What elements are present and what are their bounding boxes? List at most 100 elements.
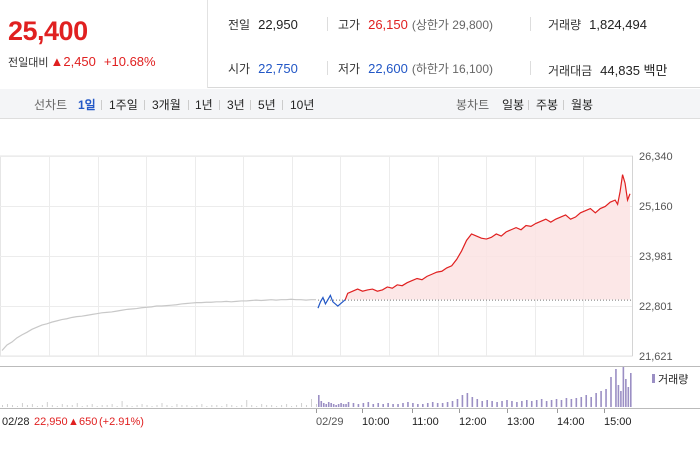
volume-bar xyxy=(322,403,325,407)
upper-limit: (상한가 29,800) xyxy=(411,18,494,32)
tab-1day[interactable]: 1일 xyxy=(78,98,96,112)
volume-bar xyxy=(101,405,103,407)
volume-bar xyxy=(96,406,98,407)
volume-bar xyxy=(266,405,268,407)
y-tick-label: 22,801 xyxy=(639,301,673,313)
volume-bar xyxy=(306,405,308,407)
prev-day-info: 02/28 22,950 ▲ 650 (+2.91%) xyxy=(2,416,144,428)
volume-bar xyxy=(226,404,228,407)
change-percent: +10.68% xyxy=(103,54,156,69)
volume-bar xyxy=(31,404,33,407)
volume-bar xyxy=(332,404,335,407)
chart-toolbar: 선차트 1일 1주일 3개월 1년 3년 5년 10년 봉차트 일봉 주봉 월봉 xyxy=(0,89,700,119)
volume-bar xyxy=(545,401,548,407)
volume-bar xyxy=(570,399,573,407)
volume-bar xyxy=(26,405,28,407)
divider xyxy=(327,61,328,75)
volume-bar xyxy=(330,403,332,407)
prev-close-value: 22,950 xyxy=(258,17,298,32)
tab-monthly-candle[interactable]: 월봉 xyxy=(571,98,594,112)
chart-grid xyxy=(0,155,700,409)
volume-bar xyxy=(417,404,419,407)
tab-5years[interactable]: 5년 xyxy=(258,98,276,112)
tab-daily-candle[interactable]: 일봉 xyxy=(502,98,525,112)
volume-bar xyxy=(221,406,223,407)
volume-bar xyxy=(281,405,283,407)
volume-bar xyxy=(46,402,48,407)
volume-bar xyxy=(181,405,183,407)
volume-legend: 거래량 xyxy=(652,373,688,386)
volume-bar xyxy=(347,402,350,407)
volume-bar xyxy=(407,402,409,407)
volume-bar xyxy=(16,406,18,407)
volume-bar xyxy=(402,403,404,407)
divider xyxy=(188,100,189,110)
x-tick-label: 11:00 xyxy=(412,416,439,428)
volume-bar xyxy=(81,406,83,407)
x-axis-labels: 02/29 10:00 11:00 12:00 13:00 14:00 15:00 xyxy=(316,409,632,428)
price-change: 전일대비 ▲2,450 +10.68% xyxy=(8,54,156,70)
volume-bar xyxy=(625,379,627,407)
volume-bar xyxy=(71,405,73,407)
volume-bar xyxy=(516,402,518,407)
volume-bar xyxy=(590,397,592,407)
open-value: 22,750 xyxy=(258,61,298,76)
volume-bar xyxy=(41,405,43,407)
volume-bar xyxy=(436,403,439,407)
high-price: 고가 26,150 (상한가 29,800) xyxy=(338,17,494,32)
volume-bar xyxy=(156,405,158,407)
volume-bar xyxy=(461,395,464,407)
volume-bar xyxy=(211,405,213,407)
tab-1year[interactable]: 1년 xyxy=(195,98,213,112)
y-tick-label: 21,621 xyxy=(639,351,673,363)
volume-bar xyxy=(325,404,328,407)
volume-legend-label: 거래량 xyxy=(658,373,688,386)
volume-bar xyxy=(171,406,173,407)
tab-1week[interactable]: 1주일 xyxy=(109,98,138,112)
volume-bar xyxy=(481,401,484,407)
volume-bar xyxy=(526,400,528,407)
volume-bar xyxy=(340,403,342,407)
volume-bar xyxy=(530,401,533,407)
tab-10years[interactable]: 10년 xyxy=(290,98,315,112)
tab-3months[interactable]: 3개월 xyxy=(152,98,181,112)
volume-bar xyxy=(61,404,63,407)
x-tick-label: 14:00 xyxy=(557,416,585,428)
volume-bar xyxy=(6,404,8,407)
volume-bar xyxy=(136,405,138,407)
volume-bar xyxy=(451,401,454,407)
volume-value: 1,824,494 xyxy=(589,17,647,32)
x-tick-label: 10:00 xyxy=(362,416,390,428)
volume-bar xyxy=(141,404,143,407)
x-tick-label: 15:00 xyxy=(604,416,632,428)
y-tick-label: 23,981 xyxy=(639,251,673,263)
y-tick-label: 26,340 xyxy=(639,151,673,163)
tab-3years[interactable]: 3년 xyxy=(227,98,245,112)
change-label: 전일대비 xyxy=(8,57,49,69)
today-line-above xyxy=(344,174,631,300)
prev-day-line xyxy=(1,298,316,351)
x-tick-label: 02/29 xyxy=(316,416,344,428)
divider xyxy=(250,100,251,110)
volume-bar xyxy=(216,405,218,407)
volume-bar xyxy=(540,399,543,407)
volume-bar xyxy=(627,387,630,407)
volume-bar xyxy=(301,403,303,407)
volume-bar xyxy=(131,406,133,407)
volume-bar xyxy=(486,400,488,407)
volume-bar xyxy=(605,389,607,407)
volume-bar xyxy=(511,401,513,407)
tab-weekly-candle[interactable]: 주봉 xyxy=(536,98,559,112)
volume-bar xyxy=(412,403,414,407)
low-value: 22,600 xyxy=(368,61,408,76)
prev-close: 전일 22,950 xyxy=(228,17,298,32)
volume-bar xyxy=(560,400,563,407)
volume-bar xyxy=(555,399,558,407)
volume-bar xyxy=(491,401,493,407)
volume-bar xyxy=(377,403,380,407)
current-price: 25,400 xyxy=(8,16,88,46)
volume-bar xyxy=(111,404,113,407)
divider xyxy=(563,100,564,110)
volume-bar xyxy=(56,406,58,407)
prev-day-pct: (+2.91%) xyxy=(99,416,144,428)
